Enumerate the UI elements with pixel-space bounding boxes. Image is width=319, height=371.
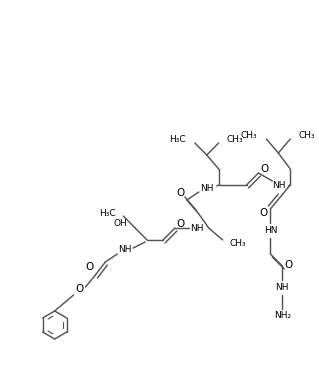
- Text: NH: NH: [276, 282, 289, 292]
- Text: O: O: [177, 219, 185, 229]
- Text: NH: NH: [190, 223, 204, 233]
- Text: CH₃: CH₃: [226, 135, 243, 144]
- Text: NH: NH: [118, 246, 132, 255]
- Text: H₃C: H₃C: [169, 135, 186, 144]
- Text: O: O: [177, 188, 185, 198]
- Text: HN: HN: [263, 226, 277, 234]
- Text: O: O: [85, 262, 93, 272]
- Text: OH: OH: [114, 219, 127, 227]
- Text: O: O: [75, 284, 84, 294]
- Text: NH: NH: [272, 181, 286, 190]
- Text: NH: NH: [200, 184, 213, 193]
- Text: O: O: [259, 208, 268, 218]
- Text: CH₃: CH₃: [241, 131, 257, 139]
- Text: CH₃: CH₃: [230, 240, 246, 249]
- Text: H₃C: H₃C: [99, 209, 115, 217]
- Text: O: O: [260, 164, 269, 174]
- Text: NH₂: NH₂: [274, 312, 291, 321]
- Text: CH₃: CH₃: [298, 131, 315, 139]
- Text: O: O: [284, 260, 293, 270]
